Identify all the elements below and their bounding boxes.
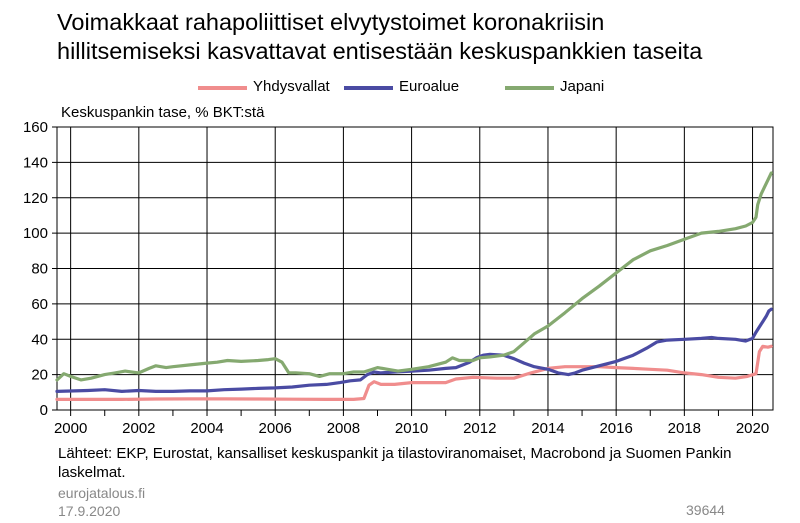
legend: Yhdysvallat Euroalue Japani bbox=[0, 76, 800, 98]
x-tick-label-2000: 2000 bbox=[54, 420, 87, 437]
y-tick-label-20: 20 bbox=[31, 367, 48, 384]
series-line-euroalue bbox=[55, 307, 773, 393]
x-tick-label-2002: 2002 bbox=[122, 420, 155, 437]
x-tick-label-2008: 2008 bbox=[327, 420, 360, 437]
x-tick-label-2020: 2020 bbox=[736, 420, 769, 437]
series-line-japani bbox=[55, 171, 773, 382]
y-tick-label-0: 0 bbox=[40, 402, 48, 419]
y-tick-label-60: 60 bbox=[31, 296, 48, 313]
y-axis-label: Keskuspankin tase, % BKT:stä bbox=[61, 104, 265, 121]
legend-swatch-euroalue bbox=[344, 86, 393, 90]
site-name: eurojatalous.fi bbox=[58, 485, 146, 501]
line-chart: 0 20 40 60 80 100 120 140 160 2000 2002 2004 2006 200… bbox=[23, 120, 774, 437]
y-tick-label-120: 120 bbox=[23, 190, 48, 207]
legend-label-euroalue: Euroalue bbox=[399, 78, 460, 95]
x-tick-label-2016: 2016 bbox=[599, 420, 632, 437]
x-tick-label-2014: 2014 bbox=[531, 420, 564, 437]
source-note: Lähteet: EKP, Eurostat, kansalliset kesk… bbox=[58, 445, 732, 481]
y-tick-label-100: 100 bbox=[23, 225, 48, 242]
title-line-2: hillitsemiseksi kasvattavat entisestään … bbox=[57, 38, 703, 64]
x-tick-label-2004: 2004 bbox=[190, 420, 223, 437]
y-tick-label-40: 40 bbox=[31, 331, 48, 348]
chart-id: 39644 bbox=[686, 502, 725, 518]
y-tick-label-140: 140 bbox=[23, 154, 48, 171]
legend-swatch-japani bbox=[505, 86, 554, 90]
series-line-yhdysvallat bbox=[55, 344, 773, 401]
x-tick-label-2018: 2018 bbox=[668, 420, 701, 437]
y-tick-label-160: 160 bbox=[23, 120, 48, 136]
footer: Lähteet: EKP, Eurostat, kansalliset kesk… bbox=[58, 444, 778, 482]
legend-label-yhdysvallat: Yhdysvallat bbox=[253, 78, 330, 95]
chart-title: Voimakkaat rahapoliittiset elvytystoimet… bbox=[57, 8, 792, 66]
credit: eurojatalous.fi 17.9.2020 bbox=[58, 484, 145, 520]
y-tick-label-80: 80 bbox=[31, 261, 48, 278]
legend-label-japani: Japani bbox=[560, 78, 605, 95]
legend-swatch-yhdysvallat bbox=[198, 86, 247, 90]
x-tick-label-2012: 2012 bbox=[463, 420, 496, 437]
x-tick-label-2006: 2006 bbox=[259, 420, 292, 437]
publish-date: 17.9.2020 bbox=[58, 503, 121, 519]
title-line-1: Voimakkaat rahapoliittiset elvytystoimet… bbox=[57, 9, 605, 35]
x-tick-label-2010: 2010 bbox=[395, 420, 428, 437]
